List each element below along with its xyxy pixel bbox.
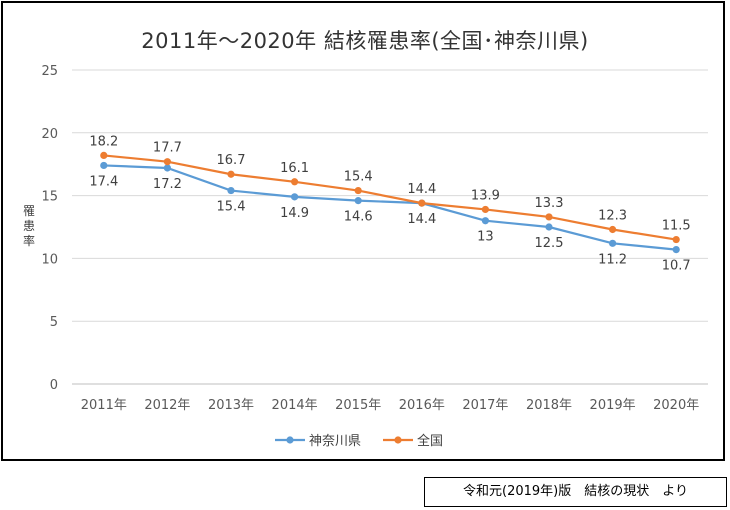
legend-label: 神奈川県 xyxy=(309,434,361,449)
data-label: 17.2 xyxy=(153,177,182,192)
x-tick-label: 2012年 xyxy=(144,398,190,413)
x-tick-label: 2015年 xyxy=(335,398,381,413)
data-label: 13 xyxy=(477,230,494,245)
y-tick-label: 15 xyxy=(41,190,58,205)
chart-title: 2011年～2020年 結核罹患率(全国･神奈川県) xyxy=(141,29,589,53)
data-label: 16.1 xyxy=(280,161,309,176)
y-tick-label: 25 xyxy=(41,64,58,79)
data-point xyxy=(163,158,171,166)
data-point xyxy=(545,223,553,231)
data-point xyxy=(609,225,617,234)
data-point xyxy=(354,197,362,205)
data-label: 12.5 xyxy=(535,236,564,251)
data-point xyxy=(672,246,680,254)
source-note: 令和元(2019年)版 結核の現状 より xyxy=(424,477,727,507)
x-tick-label: 2011年 xyxy=(81,398,127,413)
x-tick-label: 2016年 xyxy=(399,398,445,413)
data-label: 14.4 xyxy=(407,212,436,227)
data-point xyxy=(100,161,108,170)
data-label: 11.5 xyxy=(662,219,691,234)
data-point xyxy=(481,205,489,214)
data-label: 13.3 xyxy=(535,196,564,211)
legend-marker-1 xyxy=(394,436,402,444)
series-line-1 xyxy=(103,154,677,241)
data-point xyxy=(545,213,553,221)
data-point xyxy=(227,186,235,195)
y-axis-title-char: 罹 xyxy=(23,204,35,218)
data-point xyxy=(163,164,171,172)
data-point xyxy=(609,239,617,247)
x-tick-label: 2014年 xyxy=(272,398,318,413)
data-label: 14.4 xyxy=(407,182,436,197)
data-label: 15.4 xyxy=(344,170,373,185)
data-label: 13.9 xyxy=(471,188,500,203)
legend-label: 全国 xyxy=(417,433,443,449)
x-tick-label: 2018年 xyxy=(526,398,572,413)
data-point xyxy=(481,217,489,225)
data-point xyxy=(672,235,680,244)
data-label: 17.4 xyxy=(89,174,118,189)
data-label: 15.4 xyxy=(217,200,246,215)
y-tick-label: 10 xyxy=(41,252,58,267)
chart-frame: 2011年～2020年 結核罹患率(全国･神奈川県) 0 5 10 15 20 25 罹患率… xyxy=(1,1,725,461)
line-chart: 0 5 10 15 20 25 罹患率 2011年 2012年 2013年 2014年 2015年 20… xyxy=(23,64,708,449)
y-axis-title-char: 率 xyxy=(23,233,35,248)
data-label: 11.2 xyxy=(598,252,627,267)
data-label: 10.7 xyxy=(662,259,691,274)
data-point xyxy=(100,151,108,160)
y-axis-title-char: 患 xyxy=(23,219,35,233)
data-label: 17.7 xyxy=(153,141,182,156)
data-label: 16.7 xyxy=(217,153,246,168)
x-tick-label: 2017年 xyxy=(462,398,508,413)
series-line-0 xyxy=(103,164,677,251)
y-tick-label: 0 xyxy=(50,378,58,393)
data-point xyxy=(418,199,426,207)
data-point xyxy=(227,170,235,178)
data-label: 12.3 xyxy=(598,209,627,224)
y-tick-label: 20 xyxy=(41,127,58,142)
data-label: 14.9 xyxy=(280,206,309,221)
data-point xyxy=(354,186,362,195)
data-label: 18.2 xyxy=(89,134,118,149)
x-tick-label: 2019年 xyxy=(590,398,636,413)
x-tick-label: 2013年 xyxy=(208,398,254,413)
y-tick-label: 5 xyxy=(50,315,58,330)
data-label: 14.6 xyxy=(344,210,373,225)
x-tick-label: 2020年 xyxy=(653,398,699,413)
data-point xyxy=(291,193,299,201)
legend-marker-0 xyxy=(286,436,294,444)
data-point xyxy=(291,178,299,186)
